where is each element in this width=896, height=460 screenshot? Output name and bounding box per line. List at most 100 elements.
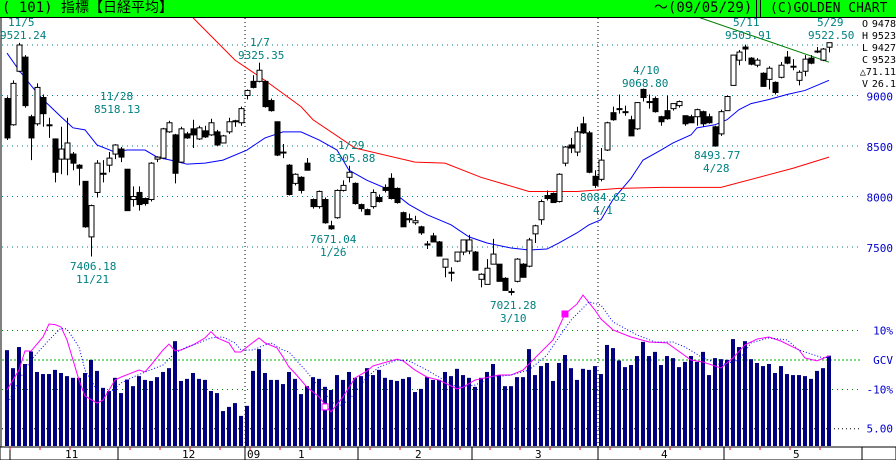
- candle: [544, 190, 551, 201]
- volume-bar: [449, 376, 453, 446]
- candle-body-down: [496, 263, 503, 282]
- volume-bar: [641, 341, 645, 446]
- candle: [562, 146, 569, 167]
- candle-body-down: [748, 57, 755, 65]
- volume-bar: [767, 363, 771, 446]
- price-annotations: 11/5 9521.24 11/28 8518.13 7406.18 11/21…: [0, 16, 854, 325]
- quote-label: L: [862, 43, 868, 54]
- candle-body-up: [196, 127, 203, 140]
- candle-body-up: [370, 191, 377, 208]
- candle-body-up: [208, 122, 215, 136]
- candle-body-down: [388, 177, 395, 200]
- candle: [796, 70, 803, 86]
- volume-bar: [593, 366, 597, 446]
- volume-bar: [545, 362, 549, 446]
- volume-bar: [371, 375, 375, 446]
- candle-body-up: [334, 189, 341, 219]
- volume-bar: [23, 363, 27, 446]
- price-tick-label: 8500: [867, 141, 894, 154]
- volume-bar: [479, 377, 483, 446]
- candle: [550, 192, 557, 204]
- candle: [724, 95, 731, 112]
- volume-bar: [785, 374, 789, 446]
- candle: [364, 208, 371, 216]
- candle-body-down: [46, 124, 53, 127]
- annotation-date: 1/29: [338, 139, 365, 152]
- volume-bar: [821, 368, 825, 446]
- candle-body-up: [532, 225, 539, 235]
- candle: [250, 75, 257, 89]
- candle-body-down: [580, 123, 587, 134]
- axis-labels: 9000 8500 8000 7500 10% GCV -10% 5.00: [867, 91, 894, 436]
- candle: [436, 240, 443, 257]
- candle: [64, 117, 71, 176]
- candle-body-up: [442, 258, 449, 268]
- volume-bar: [143, 379, 147, 446]
- volume-bar: [239, 415, 243, 446]
- volume-bar: [677, 367, 681, 446]
- candle-body-down: [760, 72, 767, 87]
- candle: [598, 148, 605, 182]
- annotation-date: 11/28: [100, 90, 133, 103]
- candle-body-down: [784, 56, 791, 64]
- candle: [226, 117, 233, 134]
- candle-body-down: [22, 56, 29, 107]
- candle-body-up: [490, 253, 497, 265]
- quote-value-l: 9427: [872, 43, 896, 54]
- volume-bar: [353, 377, 357, 446]
- volume-bar: [473, 386, 477, 446]
- quote-value-h: 9523: [872, 31, 896, 42]
- candle-body-down: [568, 144, 575, 149]
- annotation-value: 9325.35: [238, 49, 284, 62]
- gridlines: [0, 18, 862, 447]
- volume-bar: [389, 379, 393, 446]
- candle-body-down: [352, 182, 359, 205]
- candle: [574, 126, 581, 157]
- candle: [748, 57, 755, 66]
- annotation-date: 5/11: [733, 16, 760, 29]
- candle: [382, 184, 389, 193]
- volume-bar: [299, 394, 303, 446]
- candle: [22, 55, 29, 108]
- volume-bar: [251, 370, 255, 446]
- candle: [454, 251, 461, 263]
- candle: [46, 117, 53, 138]
- candle-body-up: [604, 122, 611, 151]
- candle: [586, 130, 593, 174]
- candle-body-down: [268, 100, 275, 112]
- annotation-date: 4/10: [633, 64, 660, 77]
- candle: [634, 102, 641, 130]
- candle-body-down: [358, 204, 365, 210]
- volume-bar: [653, 351, 657, 446]
- candle-body-down: [250, 80, 257, 88]
- candle: [814, 47, 821, 54]
- volume-bar: [629, 365, 633, 446]
- candle-body-up: [766, 67, 773, 80]
- candle: [472, 251, 479, 271]
- candle-body-up: [34, 86, 41, 125]
- candle: [772, 81, 779, 95]
- candle: [478, 273, 485, 288]
- candle: [232, 119, 239, 127]
- indicator-tick-label: 5.00: [867, 423, 894, 436]
- volume-bar: [359, 376, 363, 446]
- candle-body-up: [238, 108, 245, 124]
- candle: [514, 258, 521, 283]
- candle-body-up: [154, 156, 161, 160]
- month-label: 4: [661, 448, 668, 460]
- candle: [496, 263, 503, 282]
- volume-bar: [713, 358, 717, 446]
- candle: [136, 186, 143, 211]
- volume-bar: [665, 356, 669, 446]
- candle-body-up: [448, 271, 455, 274]
- candle: [94, 160, 101, 198]
- candle-body-up: [778, 64, 785, 78]
- candle-body-down: [772, 81, 779, 93]
- volume-bar: [587, 369, 591, 446]
- month-label: 09: [247, 448, 260, 460]
- month-label: 2: [415, 448, 422, 460]
- candle-body-down: [436, 241, 443, 257]
- candle-body-down: [664, 110, 671, 120]
- candle-body-up: [226, 121, 233, 133]
